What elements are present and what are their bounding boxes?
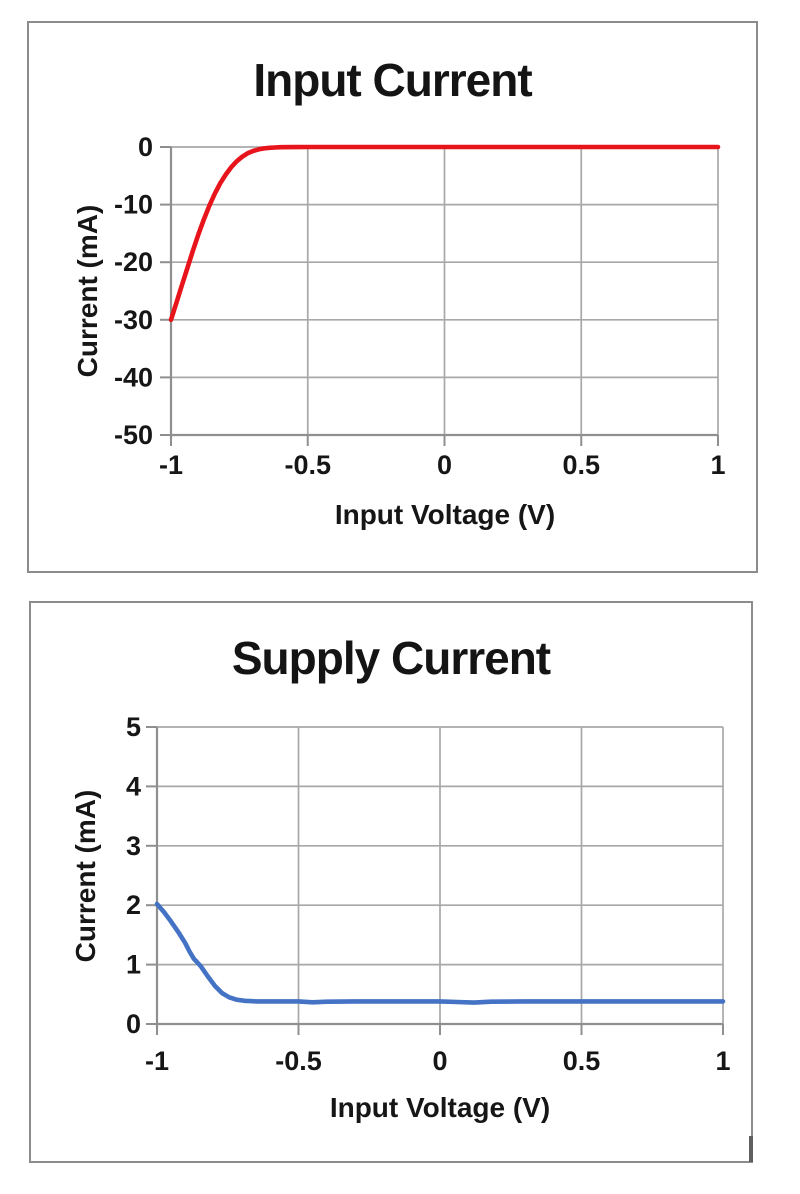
y-tick-label: 2 (126, 890, 141, 920)
y-tick-label: 0 (138, 132, 153, 162)
input-current-line-chart: -1 -0.5 0 0.5 1 0 -10 -20 -30 -40 -50 (114, 132, 726, 480)
x-tick-label: 1 (710, 450, 725, 480)
chart-title-input-current: Input Current (253, 54, 532, 106)
series-line (168, 144, 721, 323)
input-current-chart-panel: Input Current Current (mA) -1 -0.5 0 0.5 1 0-… (27, 21, 758, 573)
y-tick-label: 1 (126, 950, 141, 980)
x-tick-label: 0.5 (562, 450, 600, 480)
y-tick-label: -20 (114, 247, 153, 277)
chart-title-supply-current: Supply Current (231, 632, 551, 684)
x-tick-label: -0.5 (284, 450, 331, 480)
x-tick-label: -1 (159, 450, 183, 480)
y-tick-label: -30 (114, 305, 153, 335)
supply-current-line-chart: -1 -0.5 0 0.5 1 5 4 3 2 1 0 (126, 712, 731, 1076)
x-tick-label: 1 (715, 1046, 730, 1076)
x-tick-label: -0.5 (275, 1046, 322, 1076)
series-line (154, 901, 726, 1005)
y-tick-label: -10 (114, 190, 153, 220)
x-tick-label: 0 (432, 1046, 447, 1076)
x-tick-label: 0 (437, 450, 452, 480)
x-tick-label: -1 (145, 1046, 169, 1076)
y-tick-label: 3 (126, 831, 141, 861)
x-axis-title-input-current: Input Voltage (V) (334, 499, 556, 530)
x-tick-label: 0.5 (563, 1046, 601, 1076)
y-tick-label: 0 (126, 1009, 141, 1039)
y-tick-label: -50 (114, 420, 153, 450)
y-tick-label: 5 (126, 712, 141, 742)
y-tick-label: 4 (126, 771, 141, 801)
x-axis-title-supply-current: Input Voltage (V) (329, 1092, 551, 1123)
scan-border-artifact (749, 1136, 753, 1162)
supply-current-chart-panel: Supply Current Current (mA) -1 -0.5 0 0.5 1 5… (29, 601, 753, 1163)
y-tick-label: -40 (114, 362, 153, 392)
